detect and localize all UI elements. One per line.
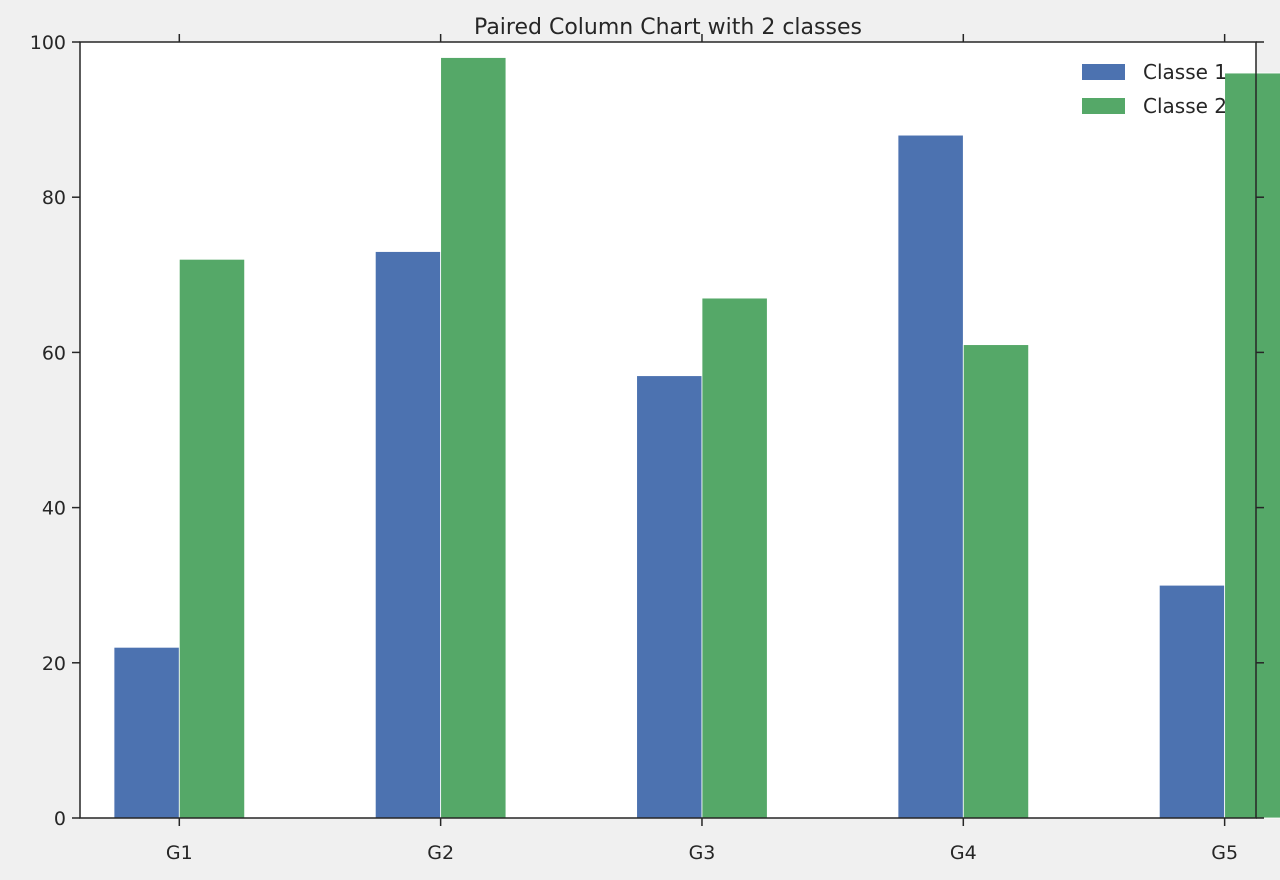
bar-1-g1 [113,646,180,819]
bars-group [113,57,1280,819]
bar-1-g4 [897,134,964,819]
plot-frame [79,41,1257,819]
bar-2-g3 [701,297,768,819]
bar-2-g1 [178,258,246,819]
bar-1-g2 [374,251,442,819]
x-tick-label: G4 [950,842,977,864]
legend-label-2: Classe 2 [1143,94,1227,118]
y-tick-label: 0 [54,808,66,830]
legend: Classe 1 Classe 2 [1082,60,1227,118]
y-tick-label: 40 [42,498,66,520]
x-tick-label: G5 [1211,842,1238,864]
x-tick-label: G3 [689,842,716,864]
bar-1-g3 [636,375,703,819]
y-tick-label: 80 [42,187,66,209]
legend-swatch-2 [1082,98,1125,114]
y-tick-label: 60 [42,342,66,364]
x-tick-label: G1 [166,842,193,864]
bar-2-g5 [1224,72,1280,819]
bar-2-g4 [962,344,1030,819]
y-tick-label: 100 [30,32,66,54]
bar-2-g2 [440,57,507,819]
y-tick-label: 20 [42,653,66,675]
chart-title: Paired Column Chart with 2 classes [474,15,862,40]
legend-swatch-1 [1082,64,1125,80]
legend-label-1: Classe 1 [1143,60,1227,84]
axis-ticks: 0 20 40 60 80 100 G1 G2 G3 G4 G5 [30,32,1264,864]
x-tick-label: G2 [427,842,454,864]
bar-1-g5 [1158,584,1226,819]
